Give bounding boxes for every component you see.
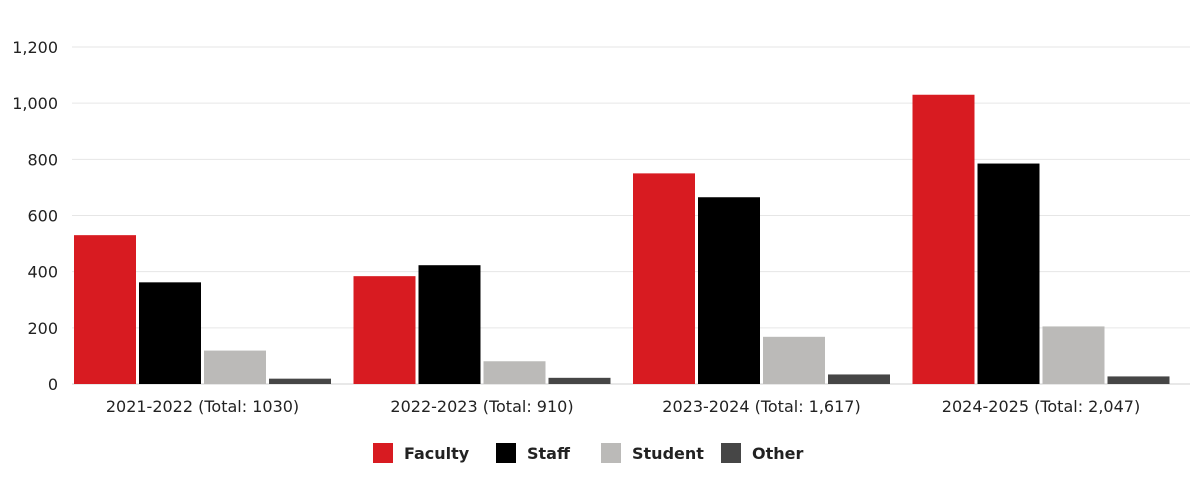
- bar-student: [483, 361, 546, 384]
- y-tick-label: 1,000: [12, 94, 58, 113]
- bar-student: [204, 350, 266, 384]
- y-tick-label: 400: [27, 263, 58, 282]
- bar-faculty: [74, 235, 136, 384]
- bar-other: [548, 377, 611, 384]
- bar-faculty: [912, 94, 975, 384]
- bar-staff: [977, 163, 1040, 384]
- y-tick-label: 1,200: [12, 38, 58, 57]
- x-tick-label: 2023-2024 (Total: 1,617): [662, 397, 860, 416]
- legend-label-student: Student: [632, 444, 704, 463]
- y-tick-label: 600: [27, 207, 58, 226]
- x-tick-label: 2022-2023 (Total: 910): [390, 397, 573, 416]
- legend-label-staff: Staff: [527, 444, 571, 463]
- y-tick-label: 200: [27, 319, 58, 338]
- legend-swatch-staff: [496, 443, 516, 463]
- bar-staff: [698, 197, 760, 384]
- bar-staff: [418, 265, 481, 384]
- legend-swatch-student: [601, 443, 621, 463]
- bar-other: [1107, 376, 1170, 384]
- bar-faculty: [633, 173, 695, 384]
- y-tick-label: 800: [27, 150, 58, 169]
- legend-swatch-other: [721, 443, 741, 463]
- x-tick-label: 2024-2025 (Total: 2,047): [942, 397, 1140, 416]
- bar-faculty: [353, 276, 416, 384]
- legend-label-faculty: Faculty: [404, 444, 470, 463]
- bar-other: [269, 378, 331, 384]
- bar-other: [828, 374, 890, 384]
- bar-student: [1042, 326, 1105, 384]
- y-tick-label: 0: [48, 375, 58, 394]
- bar-staff: [139, 282, 201, 384]
- legend-swatch-faculty: [373, 443, 393, 463]
- bar-student: [763, 336, 825, 384]
- legend-label-other: Other: [752, 444, 803, 463]
- x-tick-label: 2021-2022 (Total: 1030): [106, 397, 299, 416]
